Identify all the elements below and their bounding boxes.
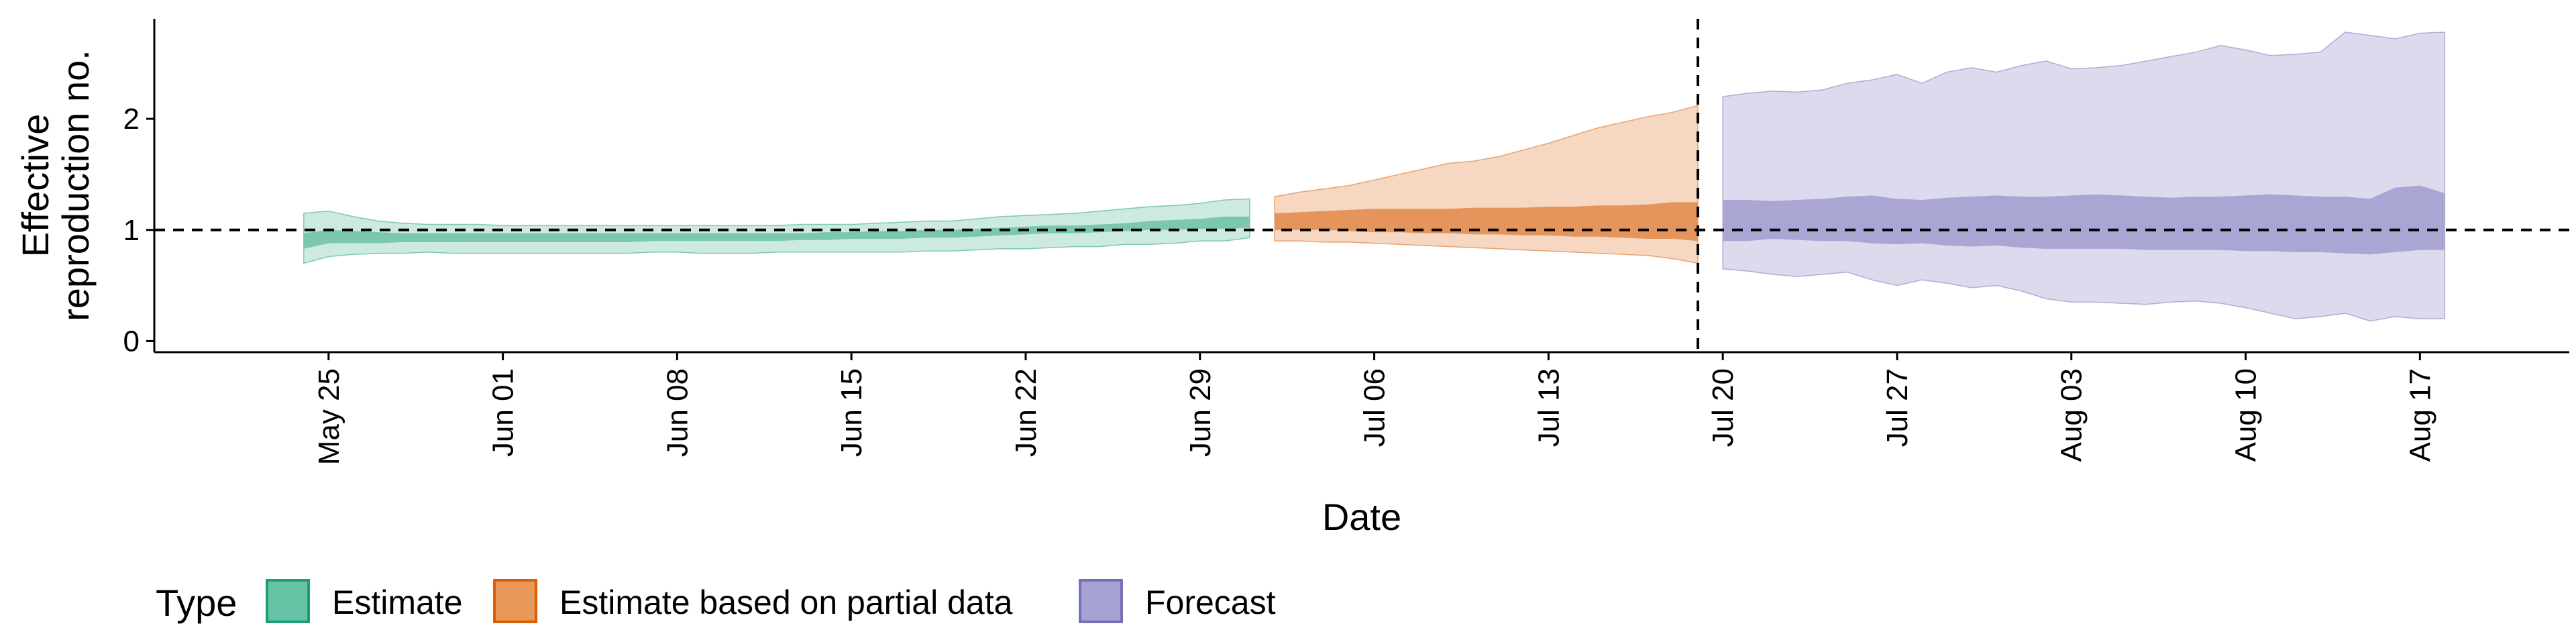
legend-swatch [266, 579, 310, 623]
legend-item-label: Estimate based on partial data [559, 584, 1013, 621]
y-tick-label: 0 [123, 325, 140, 358]
x-tick-label: Jun 15 [835, 368, 868, 457]
legend: Type Estimate Estimate based on partial da… [156, 579, 1276, 624]
legend-item-label: Forecast [1145, 584, 1276, 621]
axes: 0 1 2 May 25 Jun 01 Jun 08 Jun 15 Jun 22 Jun 29 J… [123, 19, 2569, 465]
y-tick-label: 2 [123, 103, 140, 136]
ribbon-50-forecast [1723, 185, 2445, 255]
legend-title: Type [156, 582, 237, 624]
ribbon-90-estimate-based-on-partial-data [1274, 105, 1699, 264]
x-tick-label: Aug 17 [2404, 368, 2436, 462]
x-tick-label: Jun 29 [1184, 368, 1217, 457]
ribbon-layer [303, 32, 2446, 322]
ribbon-90-forecast [1722, 32, 2446, 322]
x-tick-label: Jul 20 [1707, 368, 1739, 447]
x-tick-label: Aug 10 [2230, 368, 2263, 462]
legend-swatch [1079, 579, 1123, 623]
x-axis-title: Date [1322, 496, 1401, 538]
legend-item-label: Estimate [332, 584, 463, 621]
legend-swatch [493, 579, 537, 623]
x-tick-label: Jul 27 [1881, 368, 1914, 447]
reference-lines [154, 19, 2569, 352]
y-axis-title-line-1: Effective [14, 114, 56, 258]
y-tick-label: 1 [123, 214, 140, 247]
y-axis-title-line-2: reproduction no. [54, 50, 97, 321]
x-tick-label: Jun 08 [661, 368, 694, 457]
ribbon-50-estimate-based-on-partial-data [1275, 202, 1698, 241]
x-tick-label: Jul 06 [1358, 368, 1391, 447]
x-tick-label: Jun 22 [1010, 368, 1042, 457]
ribbon-50-estimate [303, 216, 1250, 249]
x-tick-label: May 25 [313, 368, 345, 465]
x-tick-label: Jul 13 [1532, 368, 1565, 447]
x-tick-label: Jun 01 [487, 368, 520, 457]
y-axis-title: Effectivereproduction no. [14, 50, 97, 321]
x-tick-label: Aug 03 [2055, 368, 2088, 462]
